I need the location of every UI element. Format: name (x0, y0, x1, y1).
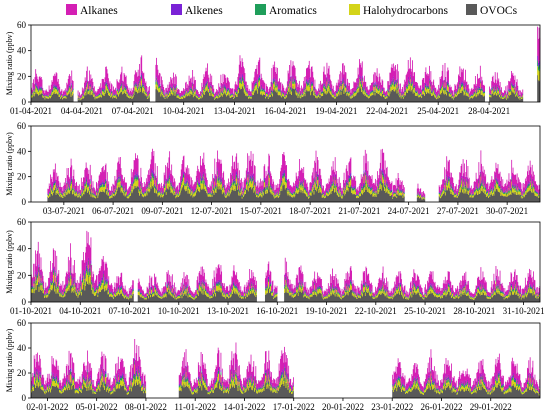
y-tick-label: 60 (17, 20, 27, 30)
y-tick-label: 20 (17, 71, 27, 81)
x-tick-label: 19-04-2021 (315, 106, 357, 116)
y-tick-label: 60 (17, 217, 27, 227)
x-tick-label: 12-07-2021 (191, 206, 233, 216)
x-tick-label: 02-01-2022 (26, 402, 68, 412)
x-tick-label: 20-01-2022 (322, 402, 364, 412)
legend-swatch-alkenes (171, 4, 182, 15)
x-tick-label: 18-07-2021 (289, 206, 331, 216)
x-tick-label: 01-04-2021 (10, 106, 52, 116)
x-tick-label: 27-07-2021 (437, 206, 479, 216)
x-tick-label: 05-01-2022 (76, 402, 118, 412)
panel-4-areas (31, 339, 541, 398)
y-tick-label: 40 (17, 46, 27, 56)
x-tick-label: 04-10-2021 (59, 306, 101, 316)
panel-1-areas (31, 26, 541, 102)
series-ovocs-panel-2 (47, 181, 541, 202)
x-tick-label: 28-04-2021 (468, 106, 510, 116)
x-tick-label: 06-07-2021 (92, 206, 134, 216)
panel-2-frame (30, 125, 541, 203)
x-tick-label: 23-01-2022 (371, 402, 413, 412)
legend-label-aromatics: Aromatics (269, 5, 317, 17)
y-tick-label: 60 (17, 318, 27, 328)
x-tick-label: 28-10-2021 (453, 306, 495, 316)
legend-swatch-halohydrocarbons (349, 4, 360, 15)
y-axis-label: Mixing ratio (ppbv) (5, 132, 14, 196)
x-tick-label: 25-04-2021 (417, 106, 459, 116)
panel-4-frame (30, 322, 541, 399)
y-tick-label: 40 (17, 343, 27, 353)
legend-swatch-ovocs (466, 4, 477, 15)
panel-3-frame (30, 221, 541, 303)
x-tick-label: 17-01-2022 (273, 402, 315, 412)
x-tick-label: 19-10-2021 (306, 306, 348, 316)
y-tick-label: 0 (22, 97, 27, 107)
y-tick-label: 0 (22, 197, 27, 207)
x-tick-label: 29-01-2022 (470, 402, 512, 412)
x-tick-label: 13-10-2021 (207, 306, 249, 316)
y-tick-label: 0 (22, 393, 27, 403)
x-tick-label: 22-10-2021 (355, 306, 397, 316)
x-tick-label: 01-10-2021 (10, 306, 52, 316)
series-halohydrocarbons-panel-1 (31, 66, 541, 101)
y-axis-label: Mixing ratio (ppbv) (5, 31, 14, 95)
legend-label-halohydrocarbons: Halohydrocarbons (363, 5, 448, 17)
y-axis-label: Mixing ratio (ppbv) (5, 230, 14, 294)
y-tick-label: 20 (17, 270, 27, 280)
x-tick-label: 13-04-2021 (214, 106, 256, 116)
legend-label-alkanes: Alkanes (80, 5, 118, 17)
x-tick-label: 11-01-2022 (174, 402, 216, 412)
x-tick-label: 25-10-2021 (404, 306, 446, 316)
x-tick-label: 16-04-2021 (265, 106, 307, 116)
series-alkanes-panel-1 (31, 26, 541, 99)
x-tick-label: 10-04-2021 (163, 106, 205, 116)
x-tick-label: 07-04-2021 (112, 106, 154, 116)
y-tick-label: 20 (17, 172, 27, 182)
series-aromatics-panel-1 (31, 60, 541, 100)
y-tick-label: 20 (17, 368, 27, 378)
x-tick-label: 31-10-2021 (503, 306, 545, 316)
panel-2-areas (47, 148, 541, 202)
y-tick-label: 0 (22, 297, 27, 307)
series-alkanes-panel-2 (47, 148, 541, 198)
x-tick-label: 21-07-2021 (338, 206, 380, 216)
series-aromatics-panel-4 (31, 361, 541, 395)
x-tick-label: 07-10-2021 (109, 306, 151, 316)
legend-swatch-alkanes (66, 4, 77, 15)
series-halohydrocarbons-panel-2 (47, 174, 541, 200)
x-tick-label: 22-04-2021 (366, 106, 408, 116)
y-tick-label: 40 (17, 146, 27, 156)
series-alkanes-panel-3 (31, 230, 541, 298)
series-alkanes-panel-4 (31, 339, 541, 393)
panel-3-areas (31, 230, 541, 302)
x-tick-label: 15-07-2021 (240, 206, 282, 216)
legend-swatch-aromatics (255, 4, 266, 15)
series-ovocs-panel-1 (31, 75, 541, 102)
x-tick-label: 10-10-2021 (158, 306, 200, 316)
x-tick-label: 14-01-2022 (223, 402, 265, 412)
x-tick-label: 16-10-2021 (256, 306, 298, 316)
x-tick-label: 30-07-2021 (486, 206, 528, 216)
legend-label-alkenes: Alkenes (185, 5, 223, 17)
x-tick-label: 26-01-2022 (420, 402, 462, 412)
x-tick-label: 24-07-2021 (388, 206, 430, 216)
y-tick-label: 40 (17, 244, 27, 254)
y-tick-label: 60 (17, 121, 27, 131)
series-alkenes-panel-2 (47, 167, 541, 199)
x-tick-label: 09-07-2021 (141, 206, 183, 216)
x-tick-label: 03-07-2021 (43, 206, 85, 216)
x-tick-label: 08-01-2022 (125, 402, 167, 412)
x-tick-label: 04-04-2021 (61, 106, 103, 116)
legend: Alkanes Alkenes Aromatics Halohydrocarbons O… (66, 4, 518, 17)
y-axis-label: Mixing ratio (ppbv) (5, 328, 14, 392)
legend-label-ovocs: OVOCs (480, 5, 518, 17)
